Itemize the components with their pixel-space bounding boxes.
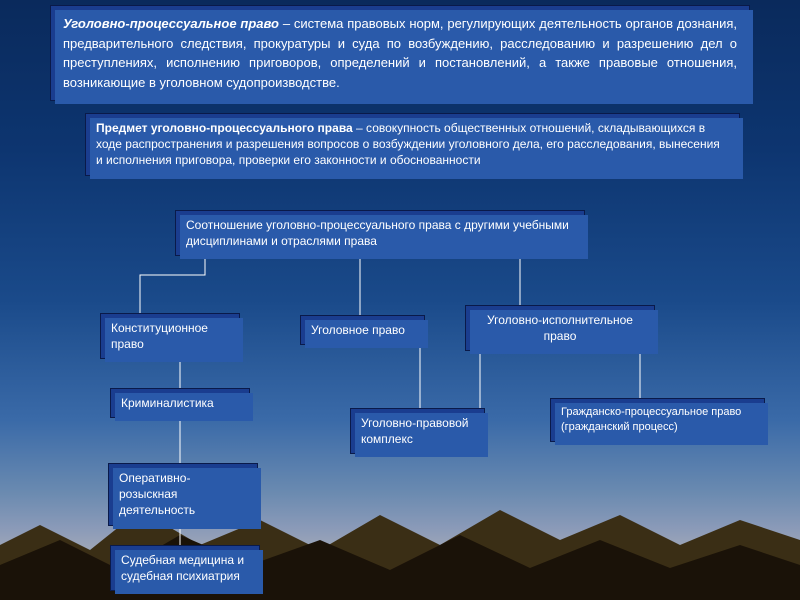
node-criminalistics: Криминалистика bbox=[110, 388, 250, 418]
node-constitutional: Конституционное право bbox=[100, 313, 240, 359]
header-title: Уголовно-процессуальное право bbox=[63, 16, 279, 31]
node-criminal: Уголовное право bbox=[300, 315, 425, 345]
header-definition: Уголовно-процессуальное право – система … bbox=[50, 5, 750, 101]
node-penal-executive: Уголовно-исполнительное право bbox=[465, 305, 655, 351]
node-civil-procedure: Гражданско-процессуальное право (граждан… bbox=[550, 398, 765, 442]
subject-title: Предмет уголовно-процессуального права bbox=[96, 121, 353, 135]
relation-box: Соотношение уголовно-процессуального пра… bbox=[175, 210, 585, 256]
relation-text: Соотношение уголовно-процессуального пра… bbox=[186, 218, 569, 248]
node-forensic: Судебная медицина и судебная психиатрия bbox=[110, 545, 260, 591]
node-criminal-complex: Уголовно-правовой комплекс bbox=[350, 408, 485, 454]
node-operative: Оперативно-розыскная деятельность bbox=[108, 463, 258, 526]
subject-definition: Предмет уголовно-процессуального права –… bbox=[85, 113, 740, 176]
